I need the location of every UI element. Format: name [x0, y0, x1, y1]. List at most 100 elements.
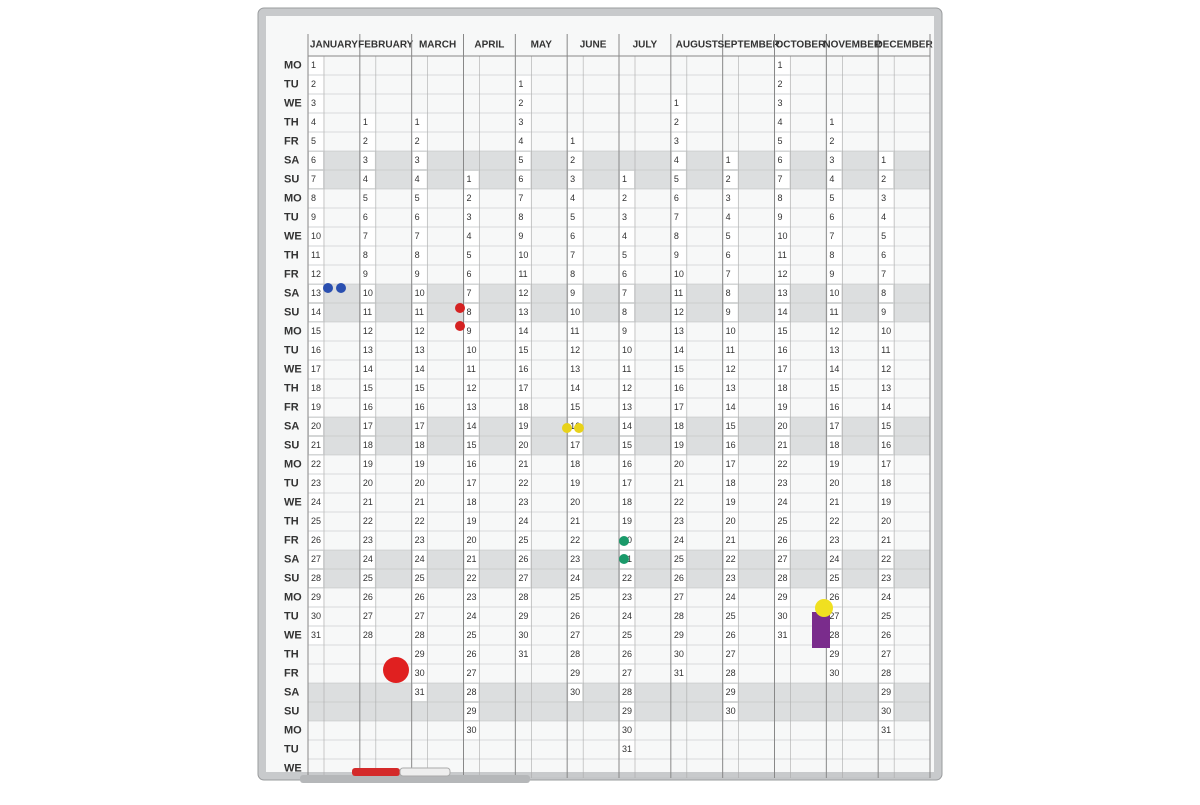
magnet — [323, 283, 333, 293]
day-cell — [775, 57, 790, 74]
day-number: 22 — [674, 497, 684, 507]
day-number: 30 — [311, 611, 321, 621]
day-number: 20 — [311, 421, 321, 431]
day-number: 14 — [778, 307, 788, 317]
day-number: 28 — [467, 687, 477, 697]
day-number: 7 — [881, 269, 886, 279]
day-cell — [775, 190, 790, 207]
day-cell — [360, 608, 375, 625]
day-number: 30 — [415, 668, 425, 678]
day-cell — [360, 228, 375, 245]
day-number: 22 — [622, 573, 632, 583]
weekday-label: SA — [284, 154, 299, 166]
day-cell — [827, 133, 842, 150]
day-number: 2 — [570, 155, 575, 165]
day-number: 13 — [311, 288, 321, 298]
day-cell — [412, 323, 427, 340]
day-number: 15 — [570, 402, 580, 412]
day-number: 1 — [726, 155, 731, 165]
day-cell — [309, 627, 323, 644]
day-number: 23 — [467, 592, 477, 602]
day-number: 20 — [778, 421, 788, 431]
day-cell — [879, 684, 894, 701]
day-number: 17 — [881, 459, 891, 469]
day-number: 21 — [829, 497, 839, 507]
day-number: 5 — [881, 231, 886, 241]
day-number: 19 — [778, 402, 788, 412]
day-cell — [412, 456, 427, 473]
weekday-label: MO — [284, 591, 302, 603]
day-cell — [620, 361, 634, 378]
day-number: 6 — [363, 212, 368, 222]
day-number: 23 — [518, 497, 528, 507]
weekday-label: SU — [284, 572, 299, 584]
day-number: 6 — [415, 212, 420, 222]
day-cell — [620, 646, 634, 663]
day-cell — [412, 152, 427, 169]
day-cell — [360, 114, 375, 131]
day-cell — [516, 171, 531, 188]
day-cell — [671, 95, 686, 112]
weekday-label: TH — [284, 116, 299, 128]
day-cell — [671, 323, 686, 340]
day-number: 10 — [881, 326, 891, 336]
day-number: 13 — [726, 383, 736, 393]
day-number: 27 — [778, 554, 788, 564]
day-cell — [879, 171, 894, 188]
weekday-label: TU — [284, 344, 299, 356]
day-number: 30 — [674, 649, 684, 659]
day-number: 8 — [518, 212, 523, 222]
day-cell — [775, 513, 790, 530]
day-cell — [827, 247, 842, 264]
day-number: 2 — [363, 136, 368, 146]
day-cell — [360, 532, 375, 549]
day-number: 16 — [674, 383, 684, 393]
day-number: 30 — [726, 706, 736, 716]
day-number: 16 — [363, 402, 373, 412]
day-cell — [464, 513, 479, 530]
day-cell — [412, 114, 427, 131]
day-number: 28 — [622, 687, 632, 697]
day-cell — [568, 399, 583, 416]
day-cell — [360, 627, 375, 644]
day-cell — [412, 437, 427, 454]
day-number: 23 — [778, 478, 788, 488]
day-number: 26 — [467, 649, 477, 659]
day-cell — [879, 646, 894, 663]
day-cell — [309, 551, 323, 568]
day-cell — [723, 494, 738, 511]
day-cell — [723, 646, 738, 663]
day-number: 23 — [829, 535, 839, 545]
day-cell — [671, 171, 686, 188]
weekday-label: TU — [284, 610, 299, 622]
day-cell — [775, 304, 790, 321]
day-cell — [775, 342, 790, 359]
day-number: 17 — [415, 421, 425, 431]
day-number: 6 — [881, 250, 886, 260]
day-number: 12 — [726, 364, 736, 374]
day-number: 25 — [726, 611, 736, 621]
day-number: 23 — [415, 535, 425, 545]
day-cell — [723, 418, 738, 435]
day-cell — [827, 551, 842, 568]
day-cell — [412, 361, 427, 378]
day-number: 26 — [726, 630, 736, 640]
day-number: 2 — [622, 193, 627, 203]
day-cell — [827, 589, 842, 606]
day-cell — [671, 418, 686, 435]
day-cell — [827, 570, 842, 587]
day-number: 7 — [363, 231, 368, 241]
day-number: 3 — [311, 98, 316, 108]
day-cell — [360, 285, 375, 302]
weekday-label: FR — [284, 268, 299, 280]
day-cell — [464, 380, 479, 397]
magnet-large — [383, 657, 409, 683]
month-name: APRIL — [474, 40, 504, 51]
day-number: 4 — [311, 117, 316, 127]
day-cell — [309, 285, 323, 302]
day-number: 11 — [363, 307, 372, 317]
day-cell — [879, 475, 894, 492]
magnet — [455, 303, 465, 313]
day-cell — [464, 703, 479, 720]
day-number: 14 — [829, 364, 839, 374]
